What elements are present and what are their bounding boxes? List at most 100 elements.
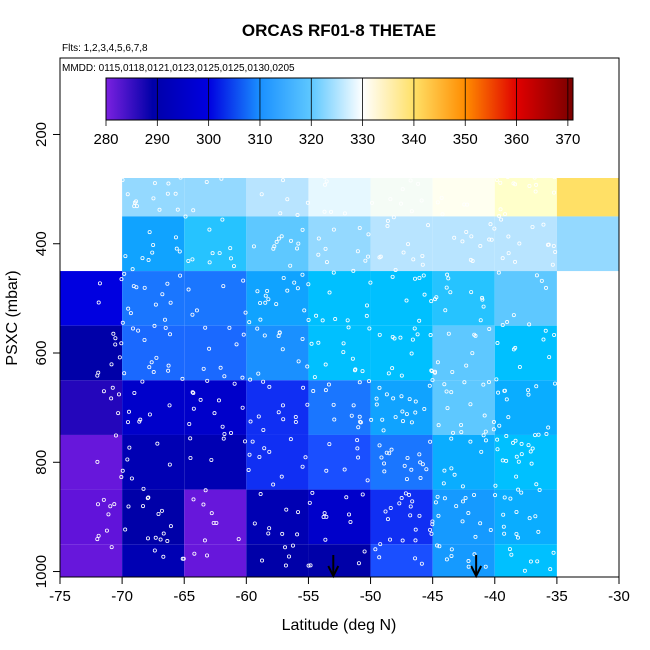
data-point [404, 412, 409, 417]
data-point [243, 310, 248, 315]
data-point [399, 496, 404, 501]
data-point [533, 189, 538, 194]
data-point [120, 124, 125, 129]
data-point [274, 302, 279, 307]
data-point [159, 508, 164, 513]
data-point [388, 537, 393, 542]
data-point [390, 366, 395, 371]
data-point [493, 493, 498, 498]
data-point [478, 521, 483, 526]
data-point [323, 388, 328, 393]
data-point [442, 468, 447, 473]
data-point [530, 125, 535, 130]
data-point [435, 200, 440, 205]
data-point [138, 417, 143, 422]
data-point [232, 381, 237, 386]
data-point [279, 234, 284, 239]
data-point [446, 331, 451, 336]
colorbar-ticks: 280 290 300 310 320 330 340 350 360 370 [93, 78, 580, 148]
data-point [480, 297, 485, 302]
data-point [511, 181, 516, 186]
data-point [541, 337, 546, 342]
plot-frame [59, 57, 620, 578]
heatmap-cell [432, 178, 495, 217]
data-point [255, 289, 260, 294]
data-point [528, 449, 533, 454]
colorbar-tick-label: 340 [401, 131, 426, 148]
data-point [463, 495, 468, 500]
data-point [511, 313, 516, 318]
data-point [284, 507, 289, 512]
data-point [449, 390, 454, 395]
data-point [388, 197, 393, 202]
data-point [295, 286, 300, 291]
data-point [313, 126, 318, 131]
data-point [486, 380, 491, 385]
data-point [400, 409, 405, 414]
data-point [271, 482, 276, 487]
data-point [96, 533, 101, 538]
data-point [183, 214, 188, 219]
data-point [211, 520, 216, 525]
data-point [441, 481, 446, 486]
heatmap-cell [494, 380, 557, 435]
data-point [180, 556, 185, 561]
x-tick-label: -65 [173, 588, 195, 605]
data-point [198, 397, 203, 402]
data-point [442, 496, 447, 501]
data-point [296, 359, 301, 364]
data-point [147, 230, 152, 235]
data-point [196, 123, 201, 128]
data-point [502, 531, 507, 536]
data-point [296, 510, 301, 515]
data-point [504, 397, 509, 402]
data-point [168, 332, 173, 337]
data-point [416, 181, 421, 186]
data-point [143, 123, 148, 128]
data-point [180, 123, 185, 128]
data-point [296, 241, 301, 246]
data-point [413, 410, 418, 415]
data-point [203, 488, 208, 493]
data-point [366, 254, 371, 259]
data-point [530, 446, 535, 451]
heatmap-cell [556, 178, 619, 217]
data-point [326, 382, 331, 387]
data-point [288, 437, 293, 442]
data-point [571, 123, 576, 128]
data-point [404, 477, 409, 482]
data-point [185, 169, 190, 174]
data-point [302, 308, 307, 313]
colorbar-tick-label: 320 [299, 131, 324, 148]
data-point [108, 504, 113, 509]
data-point [248, 419, 253, 424]
x-tick-label: -55 [298, 588, 320, 605]
data-point [134, 199, 139, 204]
data-point [167, 462, 172, 467]
data-point [203, 325, 208, 330]
data-point [551, 550, 556, 555]
data-point [501, 512, 506, 517]
data-point [350, 356, 355, 361]
data-point [168, 300, 173, 305]
x-axis-ticks: -75 -70 -65 -60 -55 -50 -45 -40 -35 -30 [49, 577, 630, 605]
data-point [466, 564, 471, 569]
data-point [300, 464, 305, 469]
data-point [155, 126, 160, 131]
data-point [446, 276, 451, 281]
data-point [316, 340, 321, 345]
data-point [393, 415, 398, 420]
data-point [292, 280, 297, 285]
data-point [400, 419, 405, 424]
data-point [553, 124, 558, 129]
data-point [487, 326, 492, 331]
data-point [305, 173, 310, 178]
data-point [487, 237, 492, 242]
data-point [449, 466, 454, 471]
data-point [260, 558, 265, 563]
data-point [274, 123, 279, 128]
data-point [527, 322, 532, 327]
data-point [308, 563, 313, 568]
data-point [527, 516, 532, 521]
data-point [410, 499, 415, 504]
